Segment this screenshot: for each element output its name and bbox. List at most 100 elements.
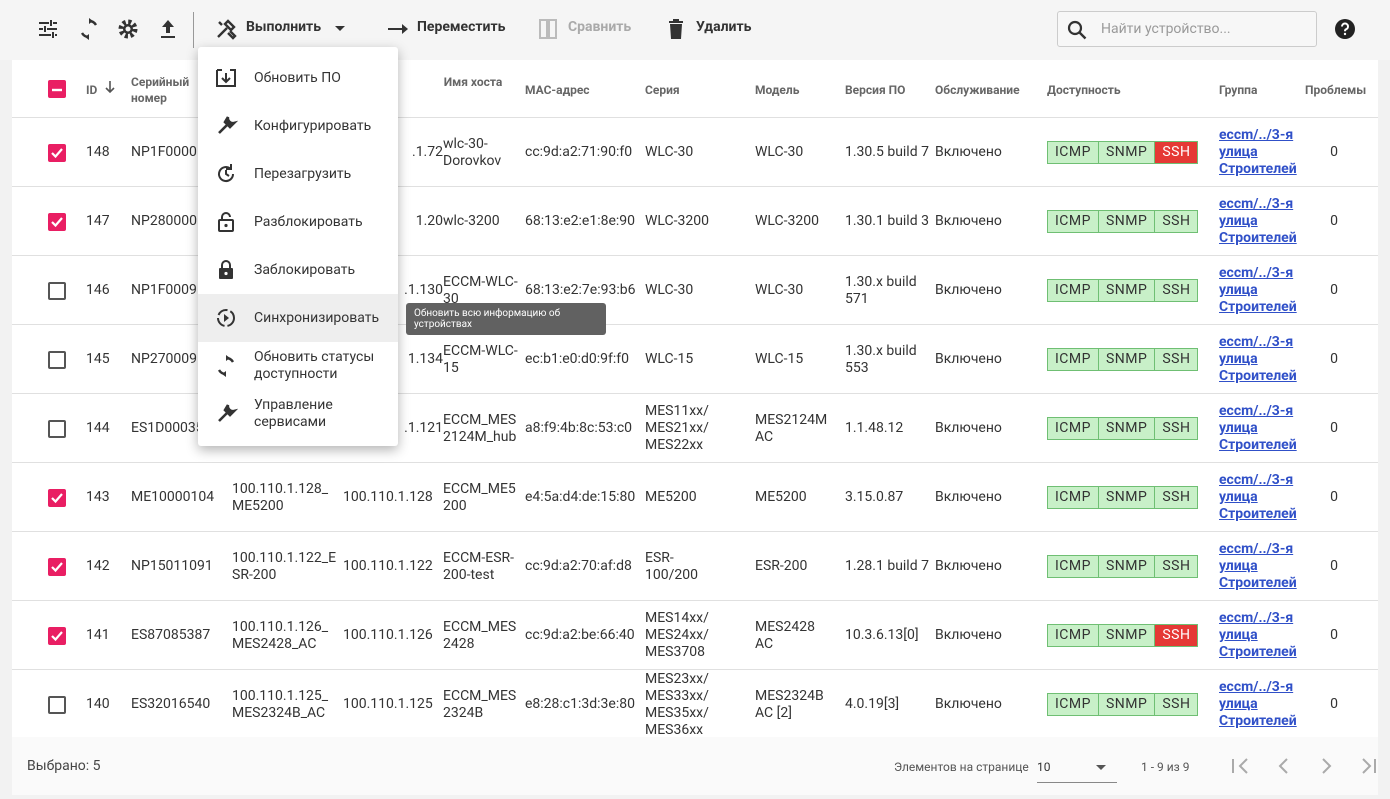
menu-item[interactable]: Управление сервисами: [198, 390, 398, 438]
table-row[interactable]: 147 NP280000 1.20 wlc-3200 68:13:e2:e1:8e:90…: [12, 186, 1378, 255]
table-row[interactable]: 140 ES32016540 100.110.1.125_MES2324B_AC 10…: [12, 669, 1378, 737]
row-checkbox[interactable]: [48, 143, 66, 162]
model-text: ME5200: [755, 489, 807, 505]
table-row[interactable]: 145 NP270009 1.134 ECCM-WLC-15 ec:b1:e0:d0:9…: [12, 324, 1378, 393]
group-link[interactable]: eccm/../3-я улица Строителей: [1219, 265, 1297, 315]
upload-icon[interactable]: [156, 17, 180, 41]
availability-tags: ICMP SNMP SSH: [1047, 486, 1199, 509]
id-cell: 148: [86, 118, 126, 187]
row-checkbox[interactable]: [48, 626, 66, 645]
mac-cell: cc:9d:a2:70:af:d8: [525, 532, 645, 601]
mac-text: e8:28:c1:3d:3e:80: [525, 696, 635, 712]
group-link[interactable]: eccm/../3-я улица Строителей: [1219, 334, 1297, 384]
search-placeholder: Найти устройство...: [1101, 21, 1231, 37]
row-checkbox[interactable]: [48, 212, 66, 231]
model-text: ESR-200: [755, 558, 808, 574]
table-row[interactable]: 142 NP15011091 100.110.1.122_ESR-200 100.11…: [12, 531, 1378, 600]
group-link[interactable]: eccm/../3-я улица Строителей: [1219, 403, 1297, 453]
menu-item[interactable]: Обновить статусы доступности: [198, 342, 398, 390]
host-cell: ECCM-ESR-200-test: [443, 532, 519, 601]
menu-item[interactable]: Синхронизировать: [198, 294, 398, 342]
model-text: WLC-3200: [755, 213, 819, 229]
group-link[interactable]: eccm/../3-я улица Строителей: [1219, 610, 1297, 660]
menu-item[interactable]: Разблокировать: [198, 198, 398, 246]
group-link[interactable]: eccm/../3-я улица Строителей: [1219, 472, 1297, 522]
model-text: MES2428 AC: [755, 618, 815, 652]
table-row[interactable]: 146 NP1F0009 .1.130 ECCM-WLC-30 68:13:e2:7e:…: [12, 255, 1378, 324]
problems-cell: 0: [1314, 118, 1354, 187]
id-text: 148: [86, 144, 110, 160]
per-page-select[interactable]: 10: [1037, 751, 1117, 783]
model-text: WLC-30: [755, 144, 804, 160]
column-header[interactable]: Модель: [755, 83, 800, 97]
availability-tag: SNMP: [1097, 418, 1155, 439]
row-checkbox[interactable]: [48, 350, 66, 369]
mac-text: ec:b1:e0:d0:9f:f0: [525, 351, 629, 367]
model-cell: MES2428 AC: [755, 601, 833, 670]
group-cell: eccm/../3-я улица Строителей: [1219, 325, 1299, 394]
group-cell: eccm/../3-я улица Строителей: [1219, 256, 1299, 325]
row-checkbox-cell: [48, 601, 66, 670]
column-header[interactable]: Группа: [1219, 83, 1258, 97]
table-row[interactable]: 144 ES1D00035 .1.121 ECCM_MES2124M_hub a8:f9…: [12, 393, 1378, 462]
search-box[interactable]: Найти устройство...: [1057, 11, 1317, 47]
row-checkbox[interactable]: [48, 695, 66, 714]
column-header[interactable]: Имя хоста: [443, 75, 503, 89]
select-all-checkbox[interactable]: [48, 80, 66, 98]
availability-tags: ICMP SNMP SSH: [1047, 348, 1199, 371]
column-header[interactable]: ID: [86, 83, 98, 97]
model-cell: WLC-3200: [755, 187, 833, 256]
column-header[interactable]: Обслуживание: [935, 83, 1020, 97]
mac-text: e4:5a:d4:de:15:80: [525, 489, 636, 505]
menu-item[interactable]: Перезагрузить: [198, 150, 398, 198]
settings-icon[interactable]: [116, 17, 140, 41]
refresh-icon[interactable]: [77, 17, 101, 41]
service-text: Включено: [935, 420, 1002, 436]
delete-button[interactable]: Удалить: [696, 19, 752, 35]
execute-menu: Обновить ПО Конфигурировать Перезагрузить Р…: [198, 47, 398, 446]
model-text: MES2324B AC [2]: [755, 687, 824, 721]
table-row[interactable]: 143 ME10000104 100.110.1.128_ME5200 100.110…: [12, 462, 1378, 531]
menu-item[interactable]: Обновить ПО: [198, 54, 398, 102]
series-cell: MES23xx/MES33xx/MES35xx/MES36xx: [645, 670, 715, 738]
availability-tag: SSH: [1154, 625, 1198, 646]
row-checkbox[interactable]: [48, 281, 66, 300]
column-header[interactable]: MAC-адрес: [525, 83, 590, 97]
row-checkbox[interactable]: [48, 557, 66, 576]
group-link[interactable]: eccm/../3-я улица Строителей: [1219, 679, 1297, 729]
table-row[interactable]: 141 ES87085387 100.110.1.126_MES2428_AC 100…: [12, 600, 1378, 669]
row-checkbox-cell: [48, 394, 66, 463]
host-cell: ECCM_MES2324B: [443, 670, 519, 737]
row-checkbox[interactable]: [48, 488, 66, 507]
ip-cell: .1.130: [398, 256, 443, 325]
table-row[interactable]: 148 NP1F0000 .1.72 wlc-30-Dorovkov cc:9d:a2:…: [12, 117, 1378, 186]
group-link[interactable]: eccm/../3-я улица Строителей: [1219, 127, 1297, 177]
move-button[interactable]: Переместить: [417, 19, 506, 35]
group-link[interactable]: eccm/../3-я улица Строителей: [1219, 196, 1297, 246]
mac-cell: a8:f9:4b:8c:53:c0: [525, 394, 645, 463]
delete-icon: [669, 19, 683, 39]
column-header[interactable]: Доступность: [1047, 83, 1121, 97]
availability-tag: SNMP: [1097, 694, 1155, 715]
group-cell: eccm/../3-я улица Строителей: [1219, 532, 1299, 601]
service-cell: Включено: [935, 601, 1035, 670]
column-header[interactable]: Серия: [645, 83, 680, 97]
filter-icon[interactable]: [36, 17, 60, 41]
help-icon[interactable]: [1334, 18, 1356, 40]
row-checkbox-cell: [48, 256, 66, 325]
host-cell: ECCM_MES2428: [443, 601, 519, 670]
version-text: 1.30.1 build 3: [845, 213, 929, 229]
group-link[interactable]: eccm/../3-я улица Строителей: [1219, 541, 1297, 591]
row-checkbox[interactable]: [48, 419, 66, 438]
mac-cell: cc:9d:a2:71:90:f0: [525, 118, 645, 187]
column-header[interactable]: Серийный номер: [131, 75, 190, 105]
availability-tag: SNMP: [1097, 556, 1155, 577]
availability-tag: SNMP: [1097, 349, 1155, 370]
execute-button[interactable]: Выполнить: [246, 19, 322, 35]
menu-item[interactable]: Конфигурировать: [198, 102, 398, 150]
id-text: 144: [86, 420, 110, 436]
version-text: 1.28.1 build 7: [845, 558, 929, 574]
column-header[interactable]: Проблемы: [1305, 83, 1367, 97]
column-header[interactable]: Версия ПО: [845, 83, 906, 97]
menu-item[interactable]: Заблокировать: [198, 246, 398, 294]
